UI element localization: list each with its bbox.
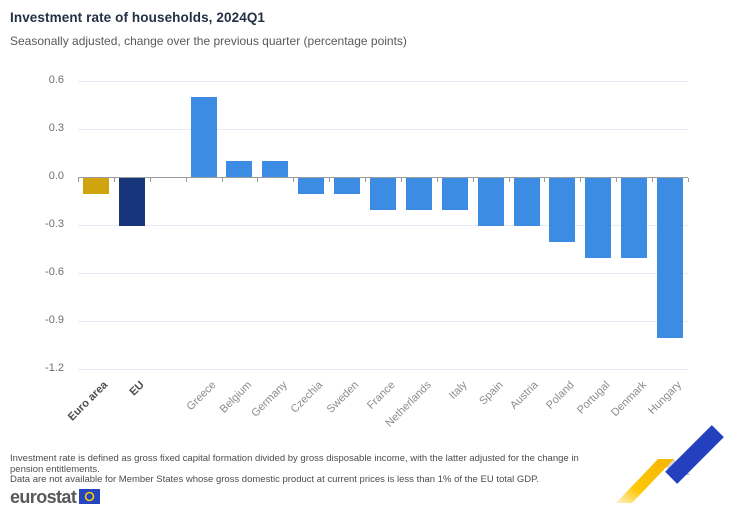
plot-area: Euro area EU Greece Belgium Germany Czechia Sw… xyxy=(66,75,689,429)
y-tick-label: -0.6 xyxy=(45,266,64,278)
x-axis-tick xyxy=(400,178,402,182)
x-axis-tick xyxy=(616,178,618,182)
y-tick-label: -1.2 xyxy=(45,362,64,374)
bar-czechia xyxy=(298,178,325,194)
x-axis-tick xyxy=(149,178,151,182)
bar-chart: 0.6 0.3 0.0 -0.3 -0.6 -0.9 -1.2 Euro area EU Gre… xyxy=(0,65,740,437)
gridline xyxy=(78,369,688,370)
bar-greece xyxy=(190,97,217,177)
y-axis-labels: 0.6 0.3 0.0 -0.3 -0.6 -0.9 -1.2 xyxy=(28,74,64,375)
bar-poland xyxy=(549,178,576,242)
page-subtitle: Seasonally adjusted, change over the pre… xyxy=(10,34,407,48)
bar-belgium xyxy=(226,161,253,177)
x-axis-tick xyxy=(293,178,295,182)
x-axis-tick xyxy=(580,178,582,182)
x-label-denmark: Denmark xyxy=(608,379,649,420)
x-axis-tick xyxy=(436,178,438,182)
eurostat-logo: eurostat xyxy=(10,487,101,509)
footnote-definition: Investment rate is defined as gross fixe… xyxy=(10,453,579,475)
y-tick-label: 0.3 xyxy=(48,122,64,134)
eurostat-ribbon-logo xyxy=(612,415,736,512)
x-axis-tick xyxy=(78,178,79,182)
x-axis-tick xyxy=(652,178,654,182)
x-axis-tick xyxy=(688,178,689,182)
x-axis-tick xyxy=(544,178,546,182)
x-label-euro-area: Euro area xyxy=(66,379,111,424)
y-tick-label: -0.9 xyxy=(45,314,64,326)
x-axis-tick xyxy=(365,178,367,182)
page-title: Investment rate of households, 2024Q1 xyxy=(10,10,266,25)
x-label-hungary: Hungary xyxy=(646,379,685,417)
x-label-poland: Poland xyxy=(544,379,577,412)
x-axis-tick xyxy=(221,178,223,182)
x-label-france: France xyxy=(364,379,398,412)
bar-sweden xyxy=(334,178,361,194)
bar-denmark xyxy=(621,178,648,258)
x-axis-tick xyxy=(113,178,115,182)
bar-germany xyxy=(262,161,289,177)
x-axis-tick xyxy=(185,178,187,182)
bar-austria xyxy=(513,178,540,226)
x-axis-tick xyxy=(257,178,259,182)
bar-eu xyxy=(118,178,145,226)
bar-spain xyxy=(477,178,504,226)
bar-france xyxy=(370,178,396,210)
x-label-austria: Austria xyxy=(508,379,542,412)
gridline xyxy=(78,273,688,274)
gridline xyxy=(78,321,688,322)
footnote-availability: Data are not available for Member States… xyxy=(10,474,539,485)
x-axis-tick xyxy=(508,178,510,182)
bar-portugal xyxy=(585,178,612,258)
x-label-spain: Spain xyxy=(476,379,506,408)
gridline xyxy=(78,129,688,130)
x-label-czechia: Czechia xyxy=(289,379,326,416)
x-label-eu: EU xyxy=(127,379,147,399)
x-label-greece: Greece xyxy=(184,379,219,413)
bar-euro-area xyxy=(82,178,109,194)
x-label-portugal: Portugal xyxy=(575,379,613,417)
chart-header: Investment rate of households, 2024Q1 Se… xyxy=(10,10,710,48)
eurostat-wordmark: eurostat xyxy=(10,487,77,507)
y-tick-label: -0.3 xyxy=(45,218,64,230)
y-tick-label: 0.0 xyxy=(48,170,64,182)
bar-italy xyxy=(441,178,468,210)
bar-netherlands xyxy=(405,178,432,210)
eu-flag-icon xyxy=(79,488,101,509)
gridline xyxy=(78,81,688,82)
x-label-italy: Italy xyxy=(446,379,470,402)
x-label-germany: Germany xyxy=(249,379,290,420)
x-axis-tick xyxy=(472,178,474,182)
footnotes: Investment rate is defined as gross fixe… xyxy=(10,453,610,486)
x-axis-line xyxy=(78,177,688,178)
gridline xyxy=(78,225,688,226)
x-axis-tick xyxy=(329,178,331,182)
ribbon-blue-band xyxy=(665,425,724,484)
ribbon-yellow-band xyxy=(616,459,674,503)
x-label-sweden: Sweden xyxy=(324,379,362,416)
bar-hungary xyxy=(657,178,684,338)
y-tick-label: 0.6 xyxy=(48,74,64,86)
